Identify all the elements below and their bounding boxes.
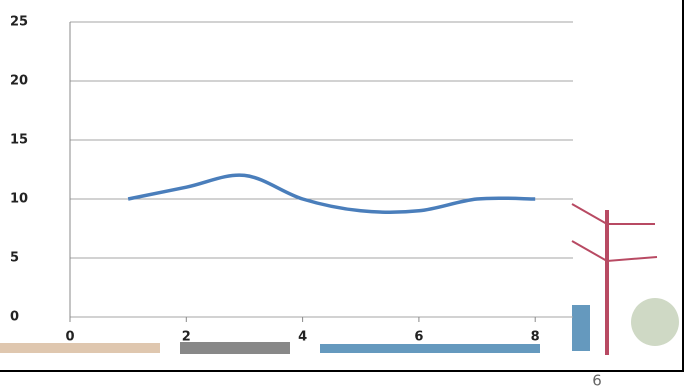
y-tick-label: 10 [10,192,28,207]
y-tick-label: 20 [10,74,28,89]
line-series [128,175,535,212]
y-tick-label: 0 [10,310,19,325]
x-tick-label: 8 [531,330,540,345]
x-tick-label: 4 [298,330,307,345]
x-tick-label: 6 [414,330,423,345]
y-tick-label: 25 [10,15,28,30]
page-number: 6 [592,372,602,390]
slide: 6 0 5 10 15 20 25 0 2 4 6 8 [0,0,691,392]
y-tick-label: 15 [10,133,28,148]
x-tick-label: 0 [65,330,74,345]
x-tick-label: 2 [182,330,191,345]
decoration [0,0,684,372]
y-tick-label: 5 [10,251,19,266]
chart: 6 0 5 10 15 20 25 0 2 4 6 8 [0,0,691,392]
